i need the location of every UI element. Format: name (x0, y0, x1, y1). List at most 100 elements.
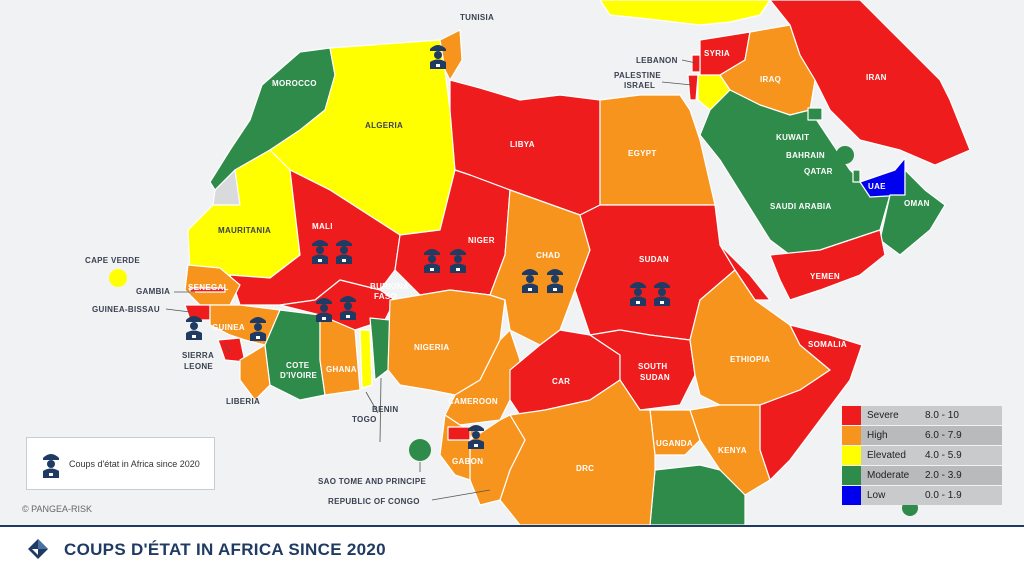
page-title: COUPS D'ÉTAT IN AFRICA SINCE 2020 (64, 540, 386, 559)
label-cape-verde: CAPE VERDE (85, 256, 140, 265)
risk-legend-row: High 6.0 - 7.9 (842, 426, 1002, 445)
risk-map: TUNISIA MOROCCO ALGERIA LIBYA EGYPT LEBA… (0, 0, 1024, 525)
label-syria: SYRIA (704, 49, 730, 58)
pangea-logo-icon (28, 539, 48, 559)
label-gambia: GAMBIA (136, 287, 170, 296)
label-uae: UAE (868, 182, 886, 191)
label-palestine: PALESTINE (614, 71, 661, 80)
label-uganda: UGANDA (656, 439, 693, 448)
risk-legend: Severe 8.0 - 10 High 6.0 - 7.9 Elevated … (842, 406, 1002, 506)
label-libya: LIBYA (510, 140, 535, 149)
label-republic-of-congo: REPUBLIC OF CONGO (328, 497, 420, 506)
label-kenya: KENYA (718, 446, 747, 455)
risk-name: Elevated (867, 450, 906, 461)
footer: COUPS D'ÉTAT IN AFRICA SINCE 2020 (0, 525, 1024, 571)
country-togo (359, 329, 373, 389)
risk-range: 8.0 - 10 (925, 410, 959, 421)
risk-legend-row: Low 0.0 - 1.9 (842, 486, 1002, 505)
marker-sao-tome (409, 439, 431, 461)
country-kuwait (807, 107, 823, 121)
risk-name: Low (867, 490, 886, 501)
label-egypt: EGYPT (628, 149, 657, 158)
marker-cape-verde (109, 269, 127, 287)
risk-name: High (867, 430, 888, 441)
label-bahrain: BAHRAIN (786, 151, 825, 160)
country-iran (769, 0, 971, 166)
label-mauritania: MAURITANIA (218, 226, 271, 235)
label-sudan: SUDAN (639, 255, 669, 264)
marker-bahrain (836, 146, 854, 164)
country-liberia (239, 344, 271, 401)
country-qatar (852, 169, 861, 183)
label-cote-divoire-2: D'IVOIRE (280, 371, 318, 380)
label-iraq: IRAQ (760, 75, 781, 84)
copyright: © PANGEA-RISK (22, 504, 92, 514)
country-labels: TUNISIA MOROCCO ALGERIA LIBYA EGYPT LEBA… (85, 13, 930, 506)
country-oman (879, 169, 946, 256)
label-iran: IRAN (866, 73, 887, 82)
label-oman: OMAN (904, 199, 930, 208)
risk-range: 2.0 - 3.9 (925, 470, 962, 481)
country-south-sudan (589, 329, 696, 411)
risk-swatch (842, 486, 861, 505)
label-guinea-bissau: GUINEA-BISSAU (92, 305, 160, 314)
country-republic-of-congo (469, 414, 526, 506)
label-burkina-faso-1: BURKINA (370, 282, 409, 291)
country-gambia (189, 287, 226, 293)
label-saudi-arabia: SAUDI ARABIA (770, 202, 832, 211)
country-kenya (689, 404, 771, 496)
label-mali: MALI (312, 222, 333, 231)
label-drc: DRC (576, 464, 594, 473)
label-morocco: MOROCCO (272, 79, 317, 88)
coup-legend-label: Coups d'état in Africa since 2020 (69, 458, 200, 469)
label-south-sudan-1: SOUTH (638, 362, 668, 371)
label-niger: NIGER (468, 236, 495, 245)
label-togo: TOGO (352, 415, 377, 424)
country-europe-elevated (599, 0, 771, 26)
country-tanzania (649, 464, 746, 525)
coup-icon (43, 453, 59, 478)
country-ghana (319, 314, 361, 396)
label-senegal: SENEGAL (188, 283, 229, 292)
label-south-sudan-2: SUDAN (640, 373, 670, 382)
country-yemen (769, 229, 886, 301)
risk-legend-row: Severe 8.0 - 10 (842, 406, 1002, 425)
label-israel: ISRAEL (624, 81, 655, 90)
risk-name: Moderate (867, 470, 910, 481)
label-gabon: GABON (452, 457, 483, 466)
label-liberia: LIBERIA (226, 397, 260, 406)
coup-legend: Coups d'état in Africa since 2020 (26, 437, 215, 490)
country-lebanon (691, 54, 701, 73)
risk-name: Severe (867, 410, 899, 421)
label-tunisia: TUNISIA (460, 13, 494, 22)
label-qatar: QATAR (804, 167, 833, 176)
label-ghana: GHANA (326, 365, 357, 374)
label-car: CAR (552, 377, 570, 386)
label-lebanon: LEBANON (636, 56, 678, 65)
country-cote-divoire (264, 309, 326, 401)
label-sierra-leone-1: SIERRA (182, 351, 214, 360)
label-guinea: GUINEA (212, 323, 245, 332)
label-ethiopia: ETHIOPIA (730, 355, 770, 364)
country-benin (369, 317, 391, 381)
country-eritrea (719, 244, 771, 301)
label-somalia: SOMALIA (808, 340, 847, 349)
risk-range: 0.0 - 1.9 (925, 490, 962, 501)
label-cote-divoire-1: COTE (286, 361, 310, 370)
label-benin: BENIN (372, 405, 398, 414)
risk-swatch (842, 406, 861, 425)
risk-range: 4.0 - 5.9 (925, 450, 962, 461)
risk-swatch (842, 446, 861, 465)
risk-range: 6.0 - 7.9 (925, 430, 962, 441)
label-chad: CHAD (536, 251, 560, 260)
countries-layer (184, 0, 971, 525)
country-israel (687, 74, 699, 101)
label-burkina-faso-2: FASO (374, 292, 397, 301)
label-algeria: ALGERIA (365, 121, 403, 130)
label-sierra-leone-2: LEONE (184, 362, 213, 371)
country-equatorial-guinea (447, 426, 471, 441)
leader-lines (165, 59, 697, 501)
label-kuwait: KUWAIT (776, 133, 809, 142)
risk-swatch (842, 426, 861, 445)
label-sao-tome: SAO TOME AND PRINCIPE (318, 477, 426, 486)
